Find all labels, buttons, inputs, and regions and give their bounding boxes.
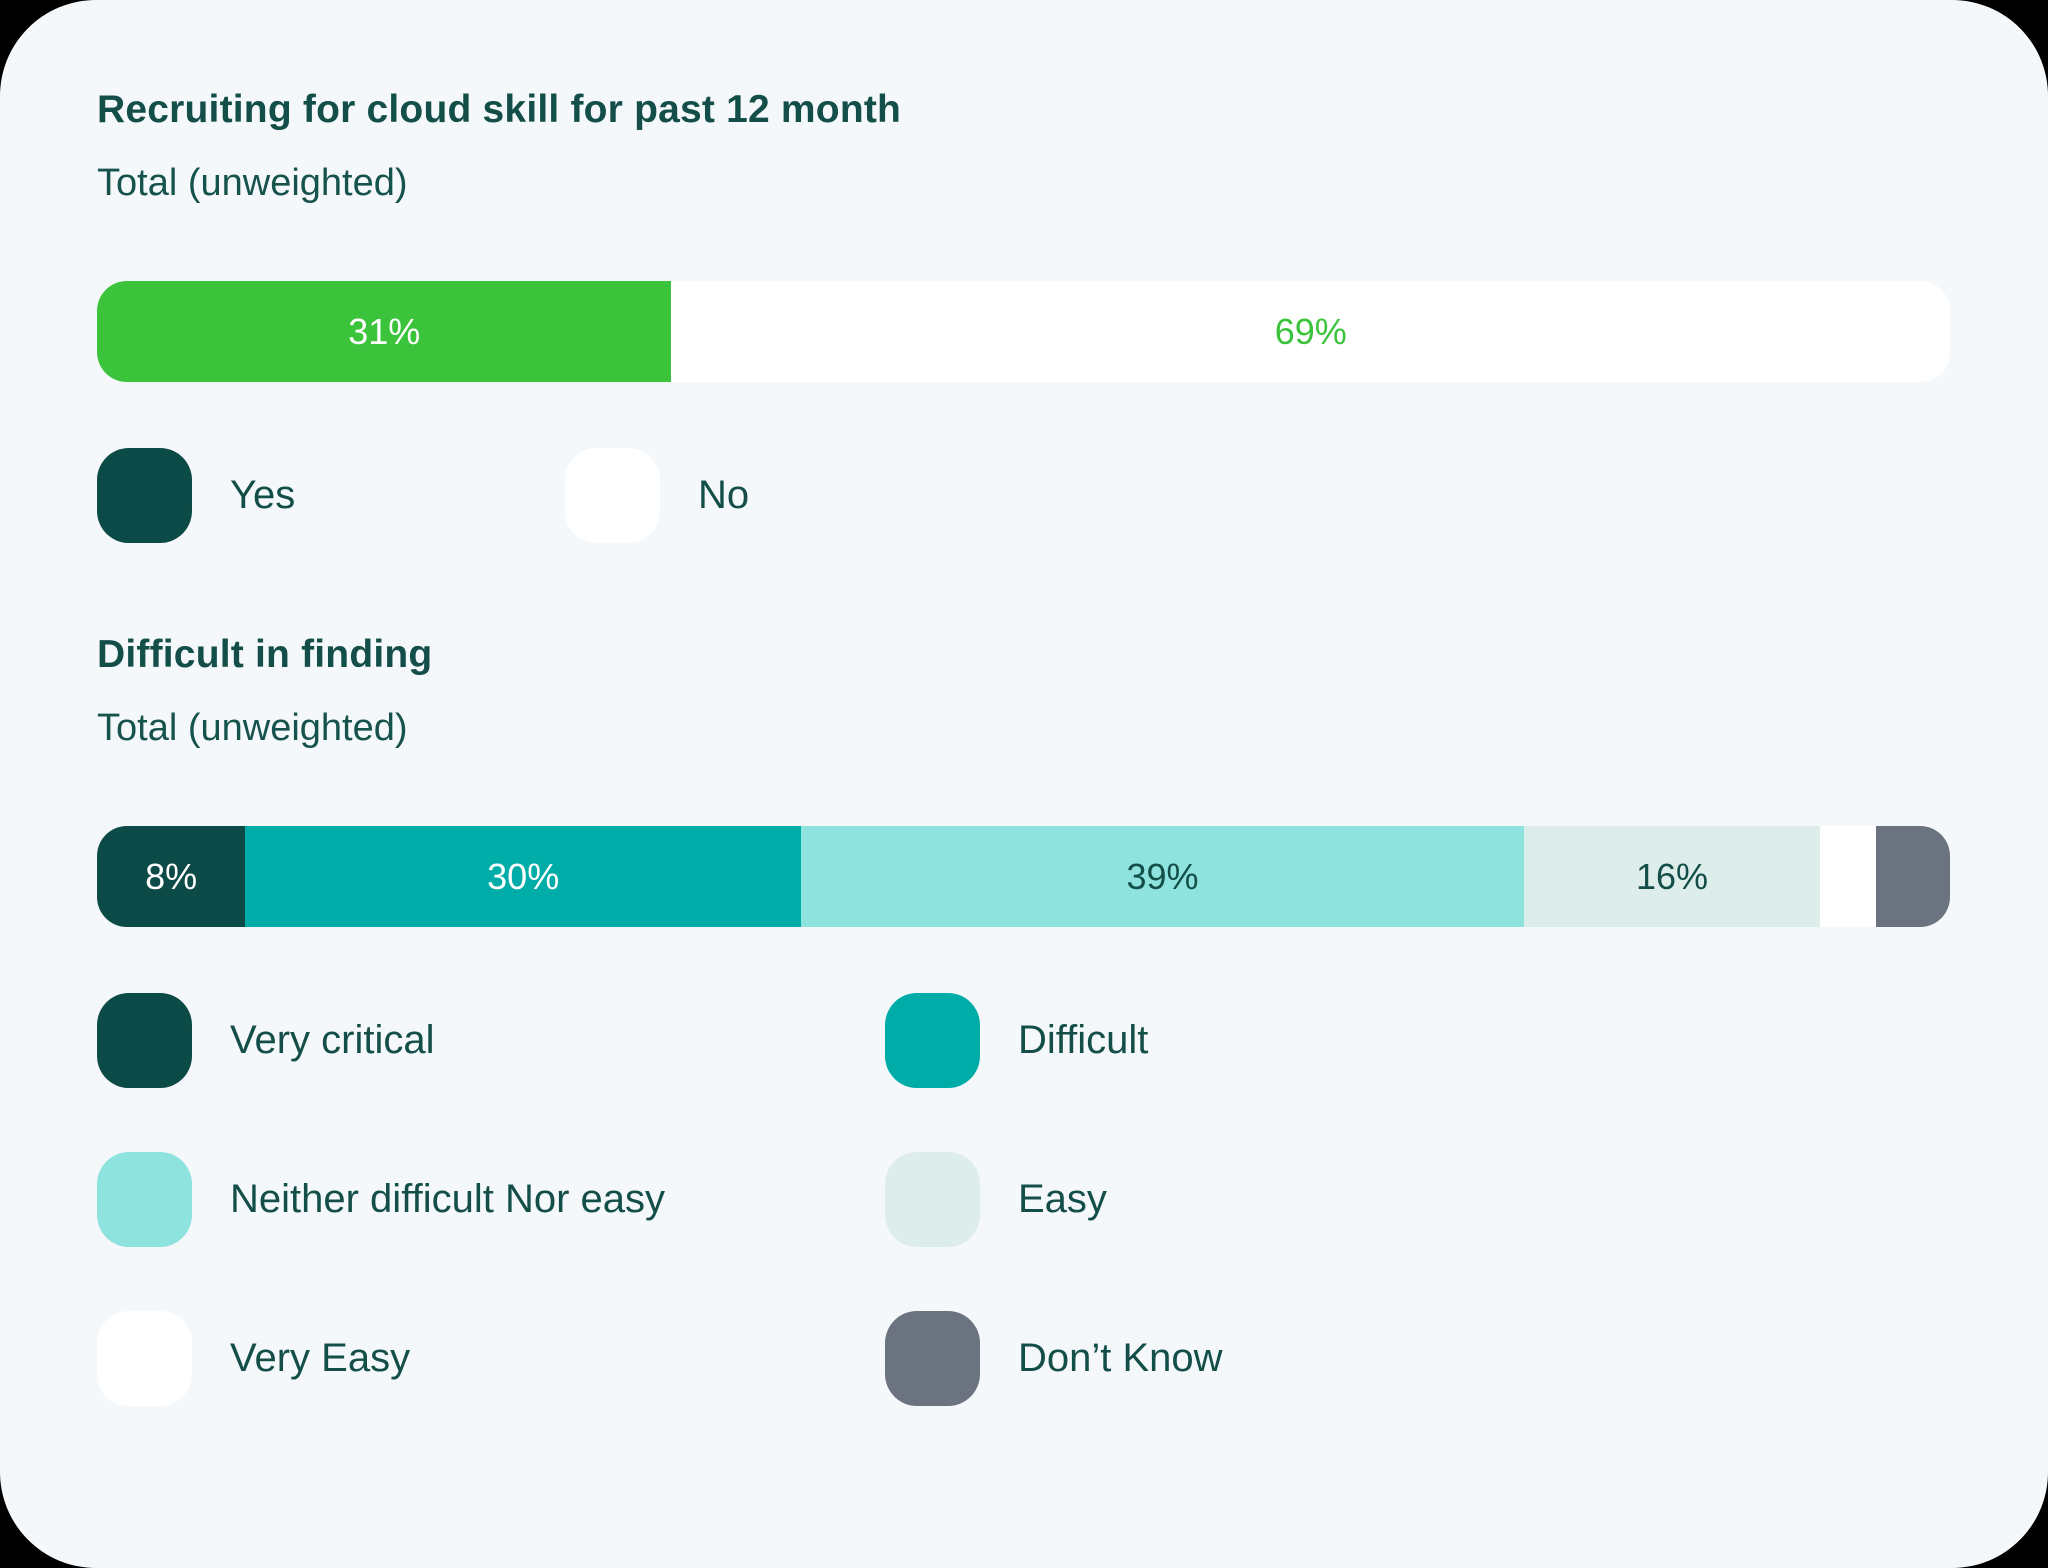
legend-swatch-neither-difficult-nor-easy (97, 1152, 192, 1247)
segment-value-label: 69% (1274, 310, 1347, 352)
legend-item-difficult: Difficult (885, 993, 1951, 1088)
bar-segment-easy: 16% (1523, 826, 1821, 927)
bar-segment-yes: 31% (97, 281, 672, 382)
legend-swatch-easy (885, 1152, 980, 1247)
recruiting-stacked-bar: 31% 69% (97, 281, 1950, 382)
recruiting-legend: Yes No (97, 448, 1951, 543)
legend-label: Don’t Know (1018, 1336, 1223, 1380)
difficulty-chart-title: Difficult in finding (97, 633, 433, 676)
bar-segment-no: 69% (671, 281, 1950, 382)
bar-segment-difficult: 30% (245, 826, 802, 927)
legend-swatch-no (565, 448, 660, 543)
legend-item-no: No (565, 448, 1951, 543)
segment-value-label: 39% (1126, 855, 1199, 897)
difficulty-chart-subtitle: Total (unweighted) (97, 707, 408, 749)
legend-label: Yes (230, 473, 296, 517)
segment-value-label: 8% (145, 855, 198, 897)
legend-label: Easy (1018, 1177, 1107, 1221)
legend-label: Neither difficult Nor easy (230, 1177, 665, 1221)
section-difficulty: Difficult in finding Total (unweighted) … (97, 633, 1951, 1406)
segment-value-label: 30% (487, 855, 560, 897)
segment-value-label: 31% (348, 310, 421, 352)
bar-segment-don-t-know (1875, 826, 1950, 927)
legend-item-don-t-know: Don’t Know (885, 1311, 1951, 1406)
legend-label: Difficult (1018, 1018, 1149, 1062)
section-recruiting: Recruiting for cloud skill for past 12 m… (97, 88, 1951, 543)
bar-segment-very-critical: 8% (97, 826, 246, 927)
legend-swatch-yes (97, 448, 192, 543)
legend-swatch-difficult (885, 993, 980, 1088)
legend-item-very-critical: Very critical (97, 993, 885, 1088)
legend-item-easy: Easy (885, 1152, 1951, 1247)
difficulty-legend: Very critical Difficult Neither difficult … (97, 993, 1951, 1406)
segment-value-label: 16% (1636, 855, 1709, 897)
legend-label: No (698, 473, 750, 517)
recruiting-chart-title: Recruiting for cloud skill for past 12 m… (97, 88, 902, 131)
recruiting-chart-subtitle: Total (unweighted) (97, 162, 408, 204)
legend-swatch-don-t-know (885, 1311, 980, 1406)
legend-item-very-easy: Very Easy (97, 1311, 885, 1406)
difficulty-stacked-bar: 8% 30% 39% 16% (97, 826, 1950, 927)
legend-item-neither-difficult-nor-easy: Neither difficult Nor easy (97, 1152, 885, 1247)
bar-segment-neither-difficult-nor-easy: 39% (801, 826, 1524, 927)
legend-swatch-very-easy (97, 1311, 192, 1406)
legend-label: Very Easy (230, 1336, 411, 1380)
legend-item-yes: Yes (97, 448, 565, 543)
bar-segment-very-easy (1820, 826, 1876, 927)
legend-swatch-very-critical (97, 993, 192, 1088)
legend-label: Very critical (230, 1018, 435, 1062)
